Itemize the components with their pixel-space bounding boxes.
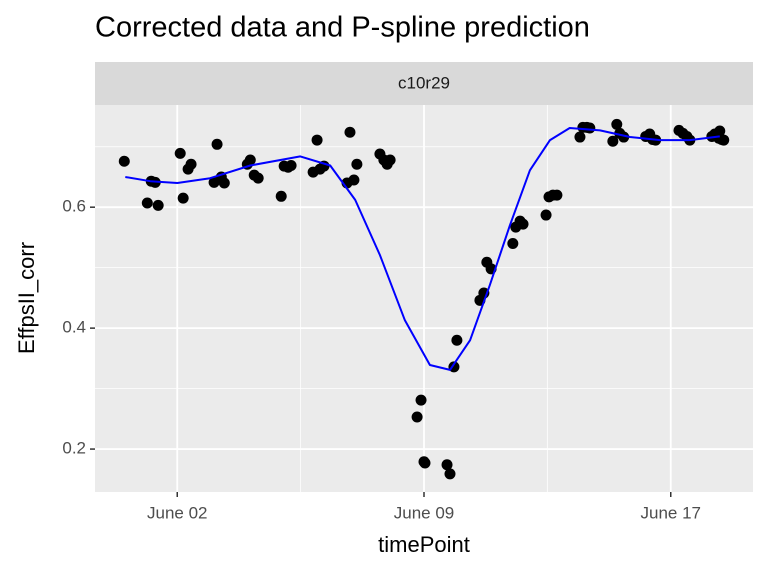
point xyxy=(177,192,189,204)
y-tick-label: 0.2 xyxy=(62,439,86,458)
point xyxy=(415,394,427,406)
point xyxy=(118,155,130,167)
point xyxy=(517,218,529,230)
point xyxy=(218,177,230,189)
point xyxy=(451,334,463,346)
y-axis-title: EffpsII_corr xyxy=(14,242,39,354)
point xyxy=(311,134,323,146)
point xyxy=(611,118,623,130)
point xyxy=(351,158,363,170)
point xyxy=(419,457,431,469)
point xyxy=(252,172,264,184)
y-tick-label: 0.6 xyxy=(62,197,86,216)
point xyxy=(384,154,396,166)
chart-title: Corrected data and P-spline prediction xyxy=(95,12,590,44)
point xyxy=(152,199,164,211)
point xyxy=(141,197,153,209)
point xyxy=(244,154,256,166)
point xyxy=(540,209,552,221)
spline-line xyxy=(125,127,720,371)
point xyxy=(285,159,297,171)
point xyxy=(718,134,730,146)
point xyxy=(441,459,453,471)
point xyxy=(714,125,726,137)
point xyxy=(551,189,563,201)
point xyxy=(344,126,356,138)
x-tick-label: June 17 xyxy=(641,503,702,522)
point xyxy=(348,174,360,186)
point xyxy=(174,147,186,159)
x-tick-label: June 09 xyxy=(394,503,455,522)
point xyxy=(411,411,423,423)
point xyxy=(584,122,596,134)
facet-label: c10r29 xyxy=(398,73,450,92)
point xyxy=(185,158,197,170)
point xyxy=(574,131,586,143)
point xyxy=(211,138,223,150)
point xyxy=(607,135,619,147)
facet-strip xyxy=(95,62,753,105)
y-tick-label: 0.4 xyxy=(62,318,86,337)
x-axis-title: timePoint xyxy=(378,532,470,557)
point xyxy=(444,468,456,480)
point xyxy=(507,237,519,249)
x-tick-label: June 02 xyxy=(147,503,208,522)
point xyxy=(275,190,287,202)
